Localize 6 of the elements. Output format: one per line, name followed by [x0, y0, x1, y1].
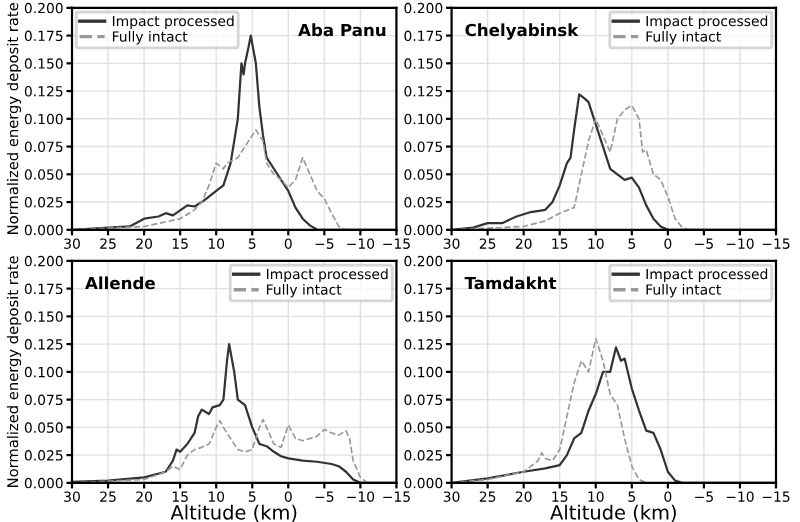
- x-axis-title: Altitude (km): [550, 504, 676, 522]
- annotation: Chelyabinsk: [465, 23, 579, 40]
- annotation: Allende: [85, 276, 155, 290]
- annotation: Tamdakht: [464, 276, 557, 290]
- annotation: Aba Panu: [298, 23, 386, 37]
- x-axis-title: Altitude (km): [170, 504, 297, 522]
